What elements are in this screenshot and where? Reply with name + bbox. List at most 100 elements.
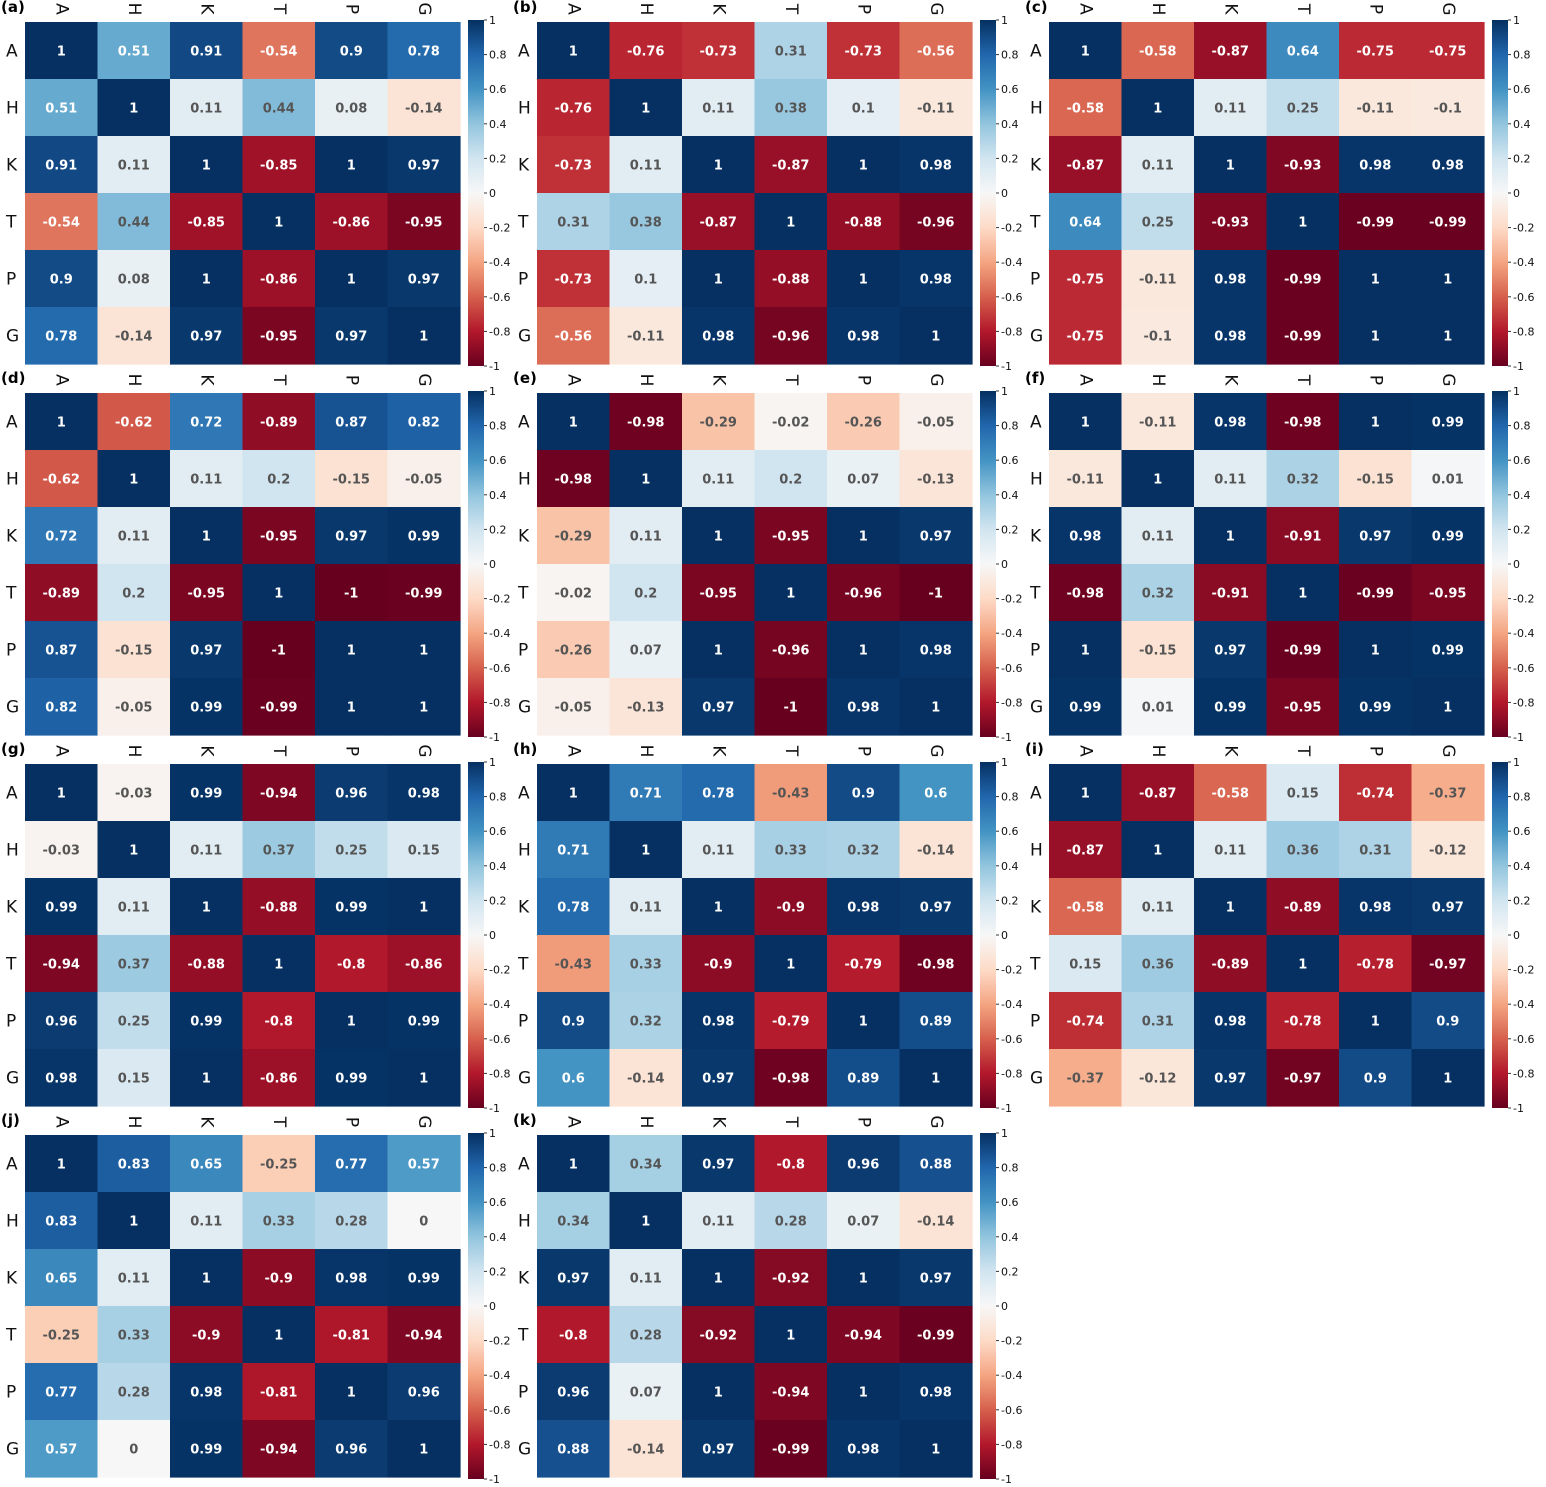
colorbar (1492, 391, 1508, 737)
heatmap-cell (1339, 564, 1413, 622)
cell-value-label: 1 (1081, 416, 1090, 431)
panel-b: (b)1 -0.76 -0.73 0.31 -0.73 -0.56-0.76 1 0.11 0.… (513, 0, 1022, 373)
heatmap-cell (682, 1049, 756, 1107)
colorbar-tick-label: 0 (489, 558, 496, 571)
cell-value-label: 1 (1371, 273, 1380, 288)
column-label: P (853, 375, 873, 385)
row-label: A (1030, 413, 1042, 433)
heatmap-cell (170, 250, 244, 308)
heatmap-cell (1411, 1049, 1485, 1107)
heatmap-cell (242, 621, 316, 679)
cell-value-label: 1 (274, 216, 283, 231)
cell-value-label: 0.11 (630, 159, 662, 174)
cell-value-label: -0.58 (1212, 787, 1249, 802)
colorbar-tick-label: 0.2 (1513, 523, 1531, 536)
cell-value-label: 0.11 (630, 901, 662, 916)
heatmap-cell (1266, 136, 1340, 194)
column-label: A (1075, 374, 1095, 386)
cell-value-label: 0.98 (920, 159, 952, 174)
cell-value-label: 1 (931, 330, 940, 345)
colorbar-tick-label: -1 (489, 1473, 500, 1486)
cell-value-label: 1 (347, 1386, 356, 1401)
heatmap-cell (754, 507, 828, 565)
heatmap-cell (315, 1363, 389, 1421)
heatmap-cell (1339, 878, 1413, 936)
cell-value-label: 0.11 (190, 1215, 222, 1230)
row-label: H (1030, 841, 1043, 861)
heatmap-cell (754, 992, 828, 1050)
heatmap-cell (97, 764, 171, 822)
cell-value-label: -0.11 (1067, 473, 1104, 488)
heatmap-cell (1194, 935, 1268, 993)
cell-value-label: 0.11 (702, 473, 734, 488)
heatmap-cell (899, 250, 973, 308)
heatmap-cell (1121, 193, 1195, 251)
cell-value-label: -0.13 (627, 701, 664, 716)
row-label: H (6, 841, 19, 861)
heatmap-cell (1339, 250, 1413, 308)
cell-value-label: 0.98 (847, 1443, 879, 1458)
cell-value-label: -0.56 (555, 330, 592, 345)
colorbar (468, 1133, 484, 1479)
heatmap-cell (97, 1049, 171, 1107)
heatmap-cell (97, 992, 171, 1050)
heatmap-cell (1049, 136, 1123, 194)
heatmap-cell (315, 821, 389, 879)
cell-value-label: 0.2 (779, 473, 802, 488)
cell-value-label: -0.95 (1429, 587, 1466, 602)
cell-value-label: -0.96 (845, 587, 882, 602)
cell-value-label: -0.12 (1139, 1072, 1176, 1087)
cell-value-label: -0.87 (772, 159, 809, 174)
cell-value-label: -0.99 (1284, 330, 1321, 345)
heatmap-cell (387, 507, 461, 565)
cell-value-label: -0.99 (1357, 216, 1394, 231)
cell-value-label: 0.11 (118, 159, 150, 174)
row-label: K (1030, 156, 1042, 176)
heatmap-cell (609, 678, 683, 736)
cell-value-label: -0.79 (845, 958, 882, 973)
cell-value-label: 0.99 (190, 1015, 222, 1030)
cell-value-label: 0.11 (118, 1272, 150, 1287)
heatmap-cell (1411, 821, 1485, 879)
row-label: G (1030, 327, 1043, 347)
cell-value-label: 0.96 (408, 1386, 440, 1401)
heatmap-cell (1194, 678, 1268, 736)
heatmap-cell (315, 935, 389, 993)
cell-value-label: -0.87 (1139, 787, 1176, 802)
heatmap-cell (1194, 1049, 1268, 1107)
heatmap-cell (609, 1135, 683, 1193)
cell-value-label: -0.95 (700, 587, 737, 602)
cell-value-label: 1 (569, 45, 578, 60)
heatmap-cell (387, 621, 461, 679)
heatmap-cell (97, 193, 171, 251)
heatmap-cell (170, 564, 244, 622)
column-label: G (926, 373, 946, 386)
colorbar (1492, 762, 1508, 1108)
heatmap-cell (315, 307, 389, 365)
panel-g: (g) 1 -0.03 0.99 -0.94 0.96 0.98 -0.03 1 0.11 0.37… (1, 740, 510, 1115)
colorbar-tick-label: 0.4 (1001, 489, 1019, 502)
heatmap-cell (1411, 393, 1485, 451)
heatmap-cell (1411, 678, 1485, 736)
cell-value-label: 0.96 (847, 1158, 879, 1173)
heatmap-cell (1266, 250, 1340, 308)
heatmap-cell (97, 79, 171, 137)
heatmap-cell (1411, 79, 1485, 137)
cell-value-label: 0.99 (1214, 701, 1246, 716)
cell-value-label: -0.14 (627, 1072, 664, 1087)
heatmap-cell (242, 1420, 316, 1478)
cell-value-label: 1 (347, 1015, 356, 1030)
column-label: T (269, 1116, 289, 1128)
row-label: A (518, 413, 530, 433)
heatmap-cell (537, 878, 611, 936)
cell-value-label: 0.71 (630, 787, 662, 802)
cell-value-label: 0.96 (335, 1443, 367, 1458)
cell-value-label: 0.99 (335, 1072, 367, 1087)
row-label: G (6, 1440, 19, 1460)
heatmap-cell (1411, 136, 1485, 194)
panel-label: (j) (1, 1111, 20, 1129)
column-label: H (124, 1116, 144, 1129)
column-label: G (926, 744, 946, 757)
heatmap-cell (1266, 1049, 1340, 1107)
cell-value-label: 0.78 (557, 901, 589, 916)
